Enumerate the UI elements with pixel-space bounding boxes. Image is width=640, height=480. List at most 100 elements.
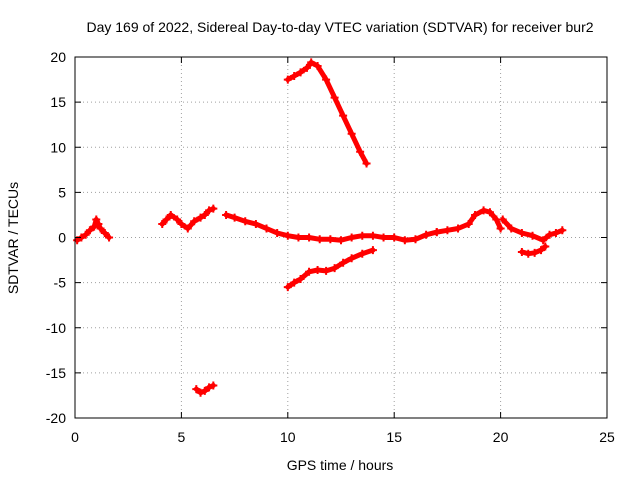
y-tick-label: 15: [50, 94, 66, 110]
data-point: [192, 385, 201, 394]
data-point: [362, 159, 371, 168]
data-point: [177, 219, 186, 228]
chart-title: Day 169 of 2022, Sidereal Day-to-day VTE…: [86, 19, 593, 35]
data-point: [400, 236, 409, 245]
data-point: [296, 275, 305, 284]
data-series: [73, 58, 567, 397]
data-point: [347, 254, 356, 263]
data-point: [315, 235, 324, 244]
data-point: [166, 210, 175, 219]
data-point: [322, 75, 331, 84]
data-point: [209, 204, 218, 213]
data-point: [283, 75, 292, 84]
data-point: [94, 219, 103, 228]
data-point: [302, 63, 311, 72]
y-axis-label: SDTVAR / TECUs: [5, 182, 21, 294]
data-point: [545, 230, 554, 239]
data-point: [251, 219, 260, 228]
x-axis-label: GPS time / hours: [287, 457, 394, 473]
data-point: [290, 278, 299, 287]
data-point: [283, 231, 292, 240]
data-point: [283, 283, 292, 292]
data-point: [485, 208, 494, 217]
data-point: [507, 224, 516, 233]
data-point: [379, 233, 388, 242]
data-point: [551, 228, 560, 237]
data-point: [222, 210, 231, 219]
data-point: [422, 230, 431, 239]
data-point: [454, 224, 463, 233]
y-tick-label: 20: [50, 49, 66, 65]
data-point: [347, 129, 356, 138]
data-point: [196, 388, 205, 397]
x-tick-label: 25: [599, 429, 615, 445]
axis-ticks: 0 5 10 15 20 25 -20 -15 -10 -5 0 5 10 15 20: [46, 49, 615, 445]
data-point: [92, 215, 101, 224]
data-point: [496, 224, 505, 233]
x-tick-label: 5: [178, 429, 186, 445]
data-point: [443, 226, 452, 235]
data-point: [183, 224, 192, 233]
data-point: [464, 219, 473, 228]
data-point: [307, 58, 316, 67]
data-point: [326, 235, 335, 244]
y-tick-label: 5: [58, 184, 66, 200]
data-point: [200, 386, 209, 395]
data-point: [305, 233, 314, 242]
y-tick-label: -10: [46, 320, 66, 336]
data-point: [330, 264, 339, 273]
data-point: [90, 222, 99, 231]
x-tick-label: 20: [493, 429, 509, 445]
data-point: [498, 215, 507, 224]
data-point: [339, 258, 348, 267]
data-point: [411, 235, 420, 244]
x-tick-label: 15: [386, 429, 402, 445]
data-point: [209, 381, 218, 390]
data-point: [517, 247, 526, 256]
data-point: [290, 71, 299, 80]
data-point: [479, 206, 488, 215]
data-point: [205, 383, 214, 392]
data-point: [313, 265, 322, 274]
data-point: [339, 111, 348, 120]
data-point: [196, 213, 205, 222]
data-point: [100, 228, 109, 237]
data-point: [105, 233, 114, 242]
data-point: [173, 215, 182, 224]
data-point: [558, 226, 567, 235]
y-tick-label: -20: [46, 410, 66, 426]
data-point: [358, 249, 367, 258]
y-tick-label: -15: [46, 365, 66, 381]
data-point: [390, 233, 399, 242]
data-point: [262, 224, 271, 233]
x-tick-label: 0: [71, 429, 79, 445]
y-tick-label: -5: [54, 275, 67, 291]
data-point: [530, 248, 539, 257]
data-point: [358, 231, 367, 240]
data-point: [368, 231, 377, 240]
data-point: [190, 217, 199, 226]
x-tick-label: 10: [280, 429, 296, 445]
data-point: [96, 224, 105, 233]
data-point: [294, 233, 303, 242]
data-point: [356, 147, 365, 156]
data-point: [368, 246, 377, 255]
data-point: [528, 231, 537, 240]
data-point: [205, 206, 214, 215]
y-tick-label: 10: [50, 139, 66, 155]
data-point: [517, 228, 526, 237]
data-point: [241, 217, 250, 226]
data-point: [81, 230, 90, 239]
data-point: [337, 236, 345, 245]
data-point: [305, 267, 314, 276]
data-point: [313, 62, 322, 71]
data-point: [162, 215, 171, 224]
data-point: [296, 68, 305, 77]
data-point: [537, 246, 546, 255]
data-point: [541, 242, 550, 251]
grid: [75, 57, 607, 418]
data-point: [539, 236, 548, 245]
data-point: [330, 93, 339, 102]
data-point: [471, 210, 480, 219]
series-seg-10-13.8h-high: [285, 59, 369, 166]
